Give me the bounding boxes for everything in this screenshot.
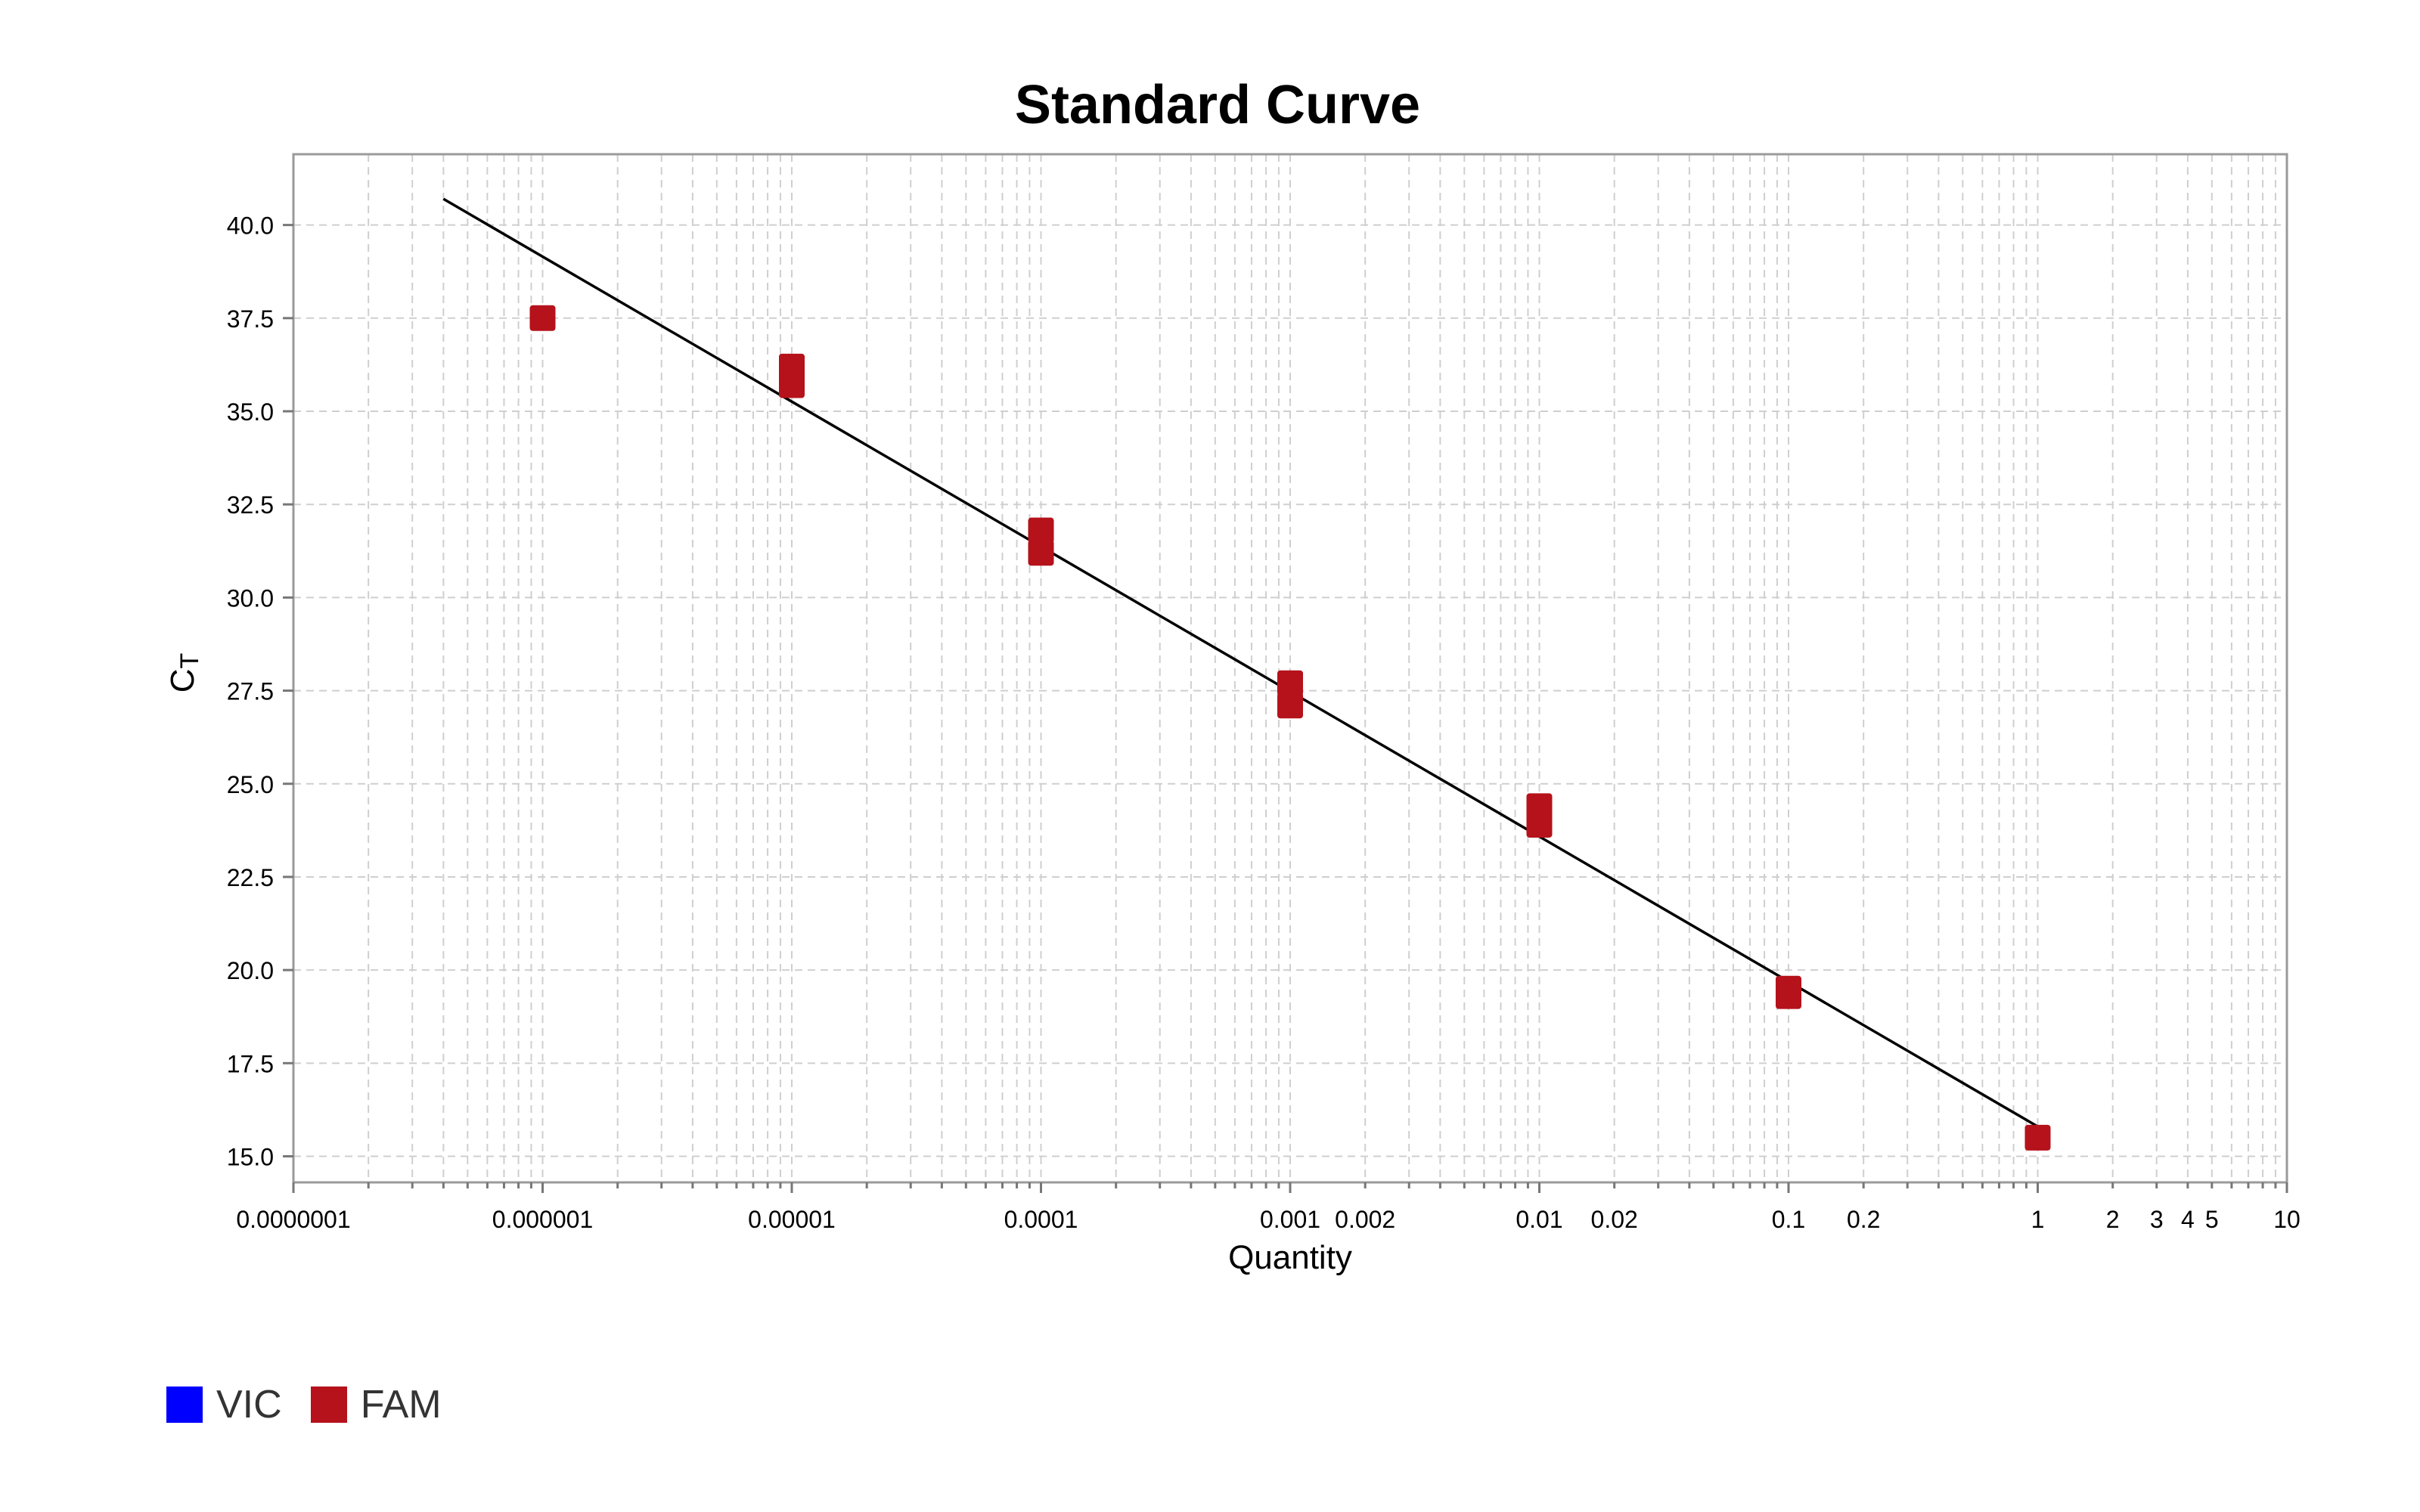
y-axis-title: CT <box>164 653 204 693</box>
fit-line-layer <box>442 197 2039 1128</box>
x-tick-label: 0.2 <box>1847 1206 1880 1233</box>
fit-line <box>442 197 2039 1128</box>
chart-legend: VIC FAM <box>166 1382 470 1427</box>
y-tick-label: 25.0 <box>227 771 274 798</box>
y-tick-label: 27.5 <box>227 678 274 705</box>
data-point <box>1028 540 1054 566</box>
data-point <box>1277 670 1303 696</box>
legend-label-vic: VIC <box>216 1383 282 1427</box>
data-point <box>529 305 556 331</box>
legend-swatch-fam <box>310 1387 347 1423</box>
y-tick-label: 35.0 <box>227 398 274 426</box>
x-axis-title: Quantity <box>1228 1239 1352 1276</box>
x-tick-label: 4 <box>2181 1206 2195 1233</box>
x-tick-label: 0.0001 <box>1004 1206 1078 1233</box>
x-tick-label: 0.000001 <box>492 1206 593 1233</box>
y-tick-label: 37.5 <box>227 305 274 333</box>
legend-item-vic[interactable]: VIC <box>166 1382 282 1427</box>
x-tick-label: 5 <box>2205 1206 2219 1233</box>
x-tick-label: 0.1 <box>1772 1206 1805 1233</box>
y-tick-label: 30.0 <box>227 584 274 612</box>
legend-item-fam[interactable]: FAM <box>310 1382 442 1427</box>
x-tick-label: 10 <box>2273 1206 2301 1233</box>
data-point <box>1277 692 1303 719</box>
x-tick-label: 0.02 <box>1591 1206 1638 1233</box>
grid-lines <box>293 154 2287 1182</box>
x-tick-label: 0.01 <box>1516 1206 1562 1233</box>
y-tick-label: 32.5 <box>227 491 274 519</box>
axes: 15.0 17.5 20.0 22.5 25.0 27.5 30.0 32.5 35.0 37.5… <box>227 212 2301 1233</box>
y-tick-label: 20.0 <box>227 957 274 984</box>
x-tick-label: 3 <box>2150 1206 2164 1233</box>
data-point <box>1028 517 1054 544</box>
x-tick-label: 0.00001 <box>748 1206 836 1233</box>
legend-label-fam: FAM <box>360 1383 442 1427</box>
data-point <box>1776 983 1801 1009</box>
x-tick-label: 0.002 <box>1335 1206 1395 1233</box>
y-tick-label: 22.5 <box>227 864 274 891</box>
data-points-layer <box>529 305 2051 1151</box>
x-tick-label: 0.0000001 <box>236 1206 350 1233</box>
y-tick-label: 40.0 <box>227 212 274 240</box>
x-tick-label: 1 <box>2031 1206 2045 1233</box>
chart-title: Standard Curve <box>1015 75 1420 135</box>
x-tick-label: 0.001 <box>1260 1206 1320 1233</box>
legend-swatch-vic <box>166 1387 203 1423</box>
x-tick-label: 2 <box>2106 1206 2120 1233</box>
y-tick-label: 15.0 <box>227 1144 274 1171</box>
y-tick-label: 17.5 <box>227 1050 274 1077</box>
y-axis-title-main: C <box>164 669 201 693</box>
data-point <box>1526 811 1553 838</box>
data-point <box>2024 1124 2051 1151</box>
data-point <box>779 372 805 398</box>
y-axis-title-subscript: T <box>175 653 204 669</box>
